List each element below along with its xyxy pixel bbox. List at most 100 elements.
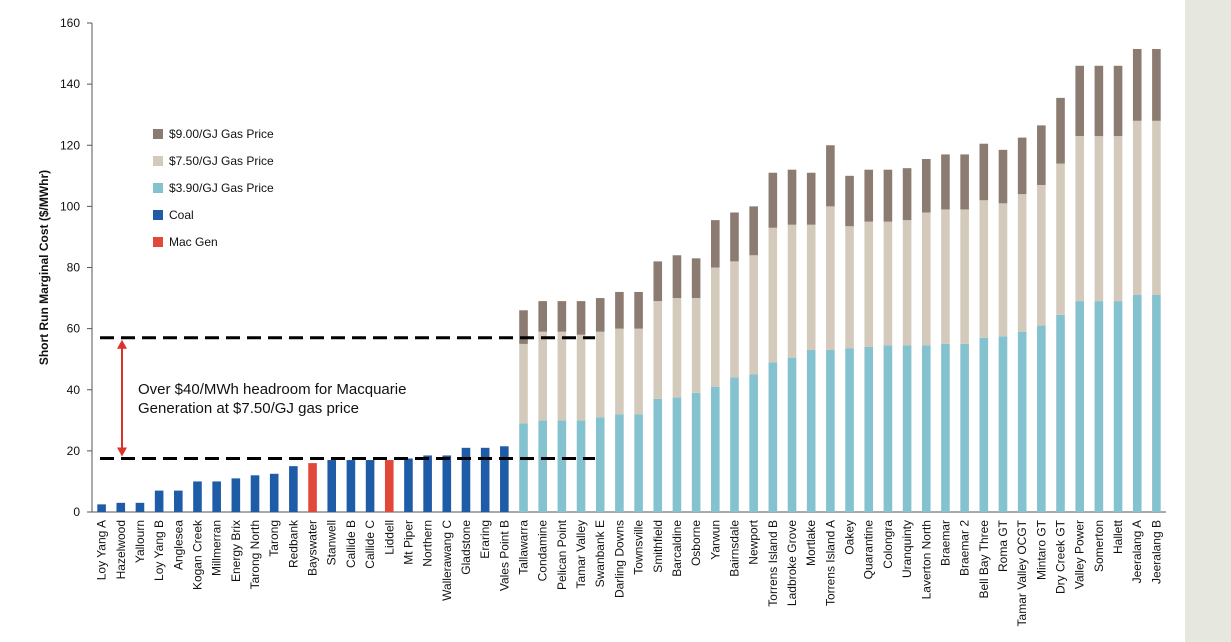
x-tick-label: Colongra xyxy=(881,520,895,569)
bar-coal xyxy=(289,466,298,512)
bar-gas-390 xyxy=(787,357,797,512)
x-tick-label: Tarong North xyxy=(248,520,262,589)
bar-macgen xyxy=(384,460,394,512)
bar-gas-390 xyxy=(538,420,547,512)
y-tick-label: 120 xyxy=(60,138,80,152)
y-tick-label: 0 xyxy=(73,505,80,519)
y-tick-label: 160 xyxy=(60,16,80,30)
bar-gas-390 xyxy=(864,346,874,512)
x-tick-label: Liddell xyxy=(382,520,396,555)
bar-gas-750 xyxy=(691,298,701,393)
bar-gas-900 xyxy=(960,154,969,210)
bar-gas-900 xyxy=(1056,97,1065,164)
legend-swatch xyxy=(153,237,163,247)
x-tick-label: Somerton xyxy=(1092,520,1106,572)
headroom-arrow-head-up xyxy=(117,339,127,349)
legend-label: Mac Gen xyxy=(169,235,218,249)
x-tick-label: Torrens Island B xyxy=(766,520,780,607)
bar-coal xyxy=(423,455,432,512)
y-tick-label: 20 xyxy=(67,444,81,458)
x-tick-label: Jeeralang A xyxy=(1130,520,1144,583)
x-tick-label: Newport xyxy=(747,519,761,564)
bar-gas-900 xyxy=(806,172,816,225)
bar-gas-390 xyxy=(826,350,835,512)
x-tick-label: Oakey xyxy=(843,520,857,555)
legend-label: $9.00/GJ Gas Price xyxy=(169,127,274,141)
bar-gas-900 xyxy=(902,168,912,221)
x-tick-label: Vales Point B xyxy=(497,520,511,591)
bar-coal xyxy=(154,490,164,512)
x-tick-label: Barcaldine xyxy=(670,520,684,577)
x-tick-label: Northern xyxy=(421,520,435,567)
annotation-line-1: Over $40/MWh headroom for Macquarie xyxy=(138,381,406,398)
x-tick-label: Braemar 2 xyxy=(958,520,972,576)
x-tick-label: Tarong xyxy=(267,520,281,557)
bar-gas-390 xyxy=(1094,301,1104,512)
bar-gas-390 xyxy=(557,420,567,512)
x-tick-label: Yallourn xyxy=(133,520,147,563)
x-tick-label: Osborne xyxy=(689,520,703,566)
legend-label: $3.90/GJ Gas Price xyxy=(169,181,274,195)
legend-label: Coal xyxy=(169,208,194,222)
bar-gas-900 xyxy=(921,159,931,213)
bar-gas-900 xyxy=(1113,65,1123,137)
x-tick-label: Callide C xyxy=(363,520,377,569)
bar-gas-900 xyxy=(519,310,528,344)
x-tick-label: Torrens Island A xyxy=(823,520,837,606)
bar-gas-900 xyxy=(826,145,835,207)
bar-gas-750 xyxy=(538,331,547,421)
bar-gas-900 xyxy=(576,301,586,335)
bar-gas-750 xyxy=(672,298,682,398)
bar-gas-750 xyxy=(845,226,854,349)
bar-gas-390 xyxy=(634,414,643,512)
bar-gas-750 xyxy=(883,221,893,346)
bar-gas-750 xyxy=(787,224,797,358)
bar-gas-900 xyxy=(730,212,739,262)
bar-gas-390 xyxy=(691,392,701,512)
x-tick-label: Townsville xyxy=(632,520,646,575)
bar-gas-750 xyxy=(864,221,874,347)
x-tick-label: Loy Yang B xyxy=(152,520,166,581)
x-tick-label: Hallett xyxy=(1111,519,1125,554)
bar-gas-900 xyxy=(979,143,989,201)
bar-gas-390 xyxy=(806,350,816,512)
bar-coal xyxy=(193,481,202,512)
annotation-line-2: Generation at $7.50/GJ gas price xyxy=(138,400,359,417)
bar-gas-900 xyxy=(615,291,624,329)
bar-gas-390 xyxy=(1056,314,1065,512)
bar-gas-900 xyxy=(883,169,893,222)
bar-gas-390 xyxy=(902,345,912,512)
x-tick-label: Braemar xyxy=(938,520,952,566)
x-tick-label: Swanbank E xyxy=(593,520,607,587)
bar-coal xyxy=(346,460,356,512)
x-tick-label: Anglesea xyxy=(171,520,185,570)
bar-gas-390 xyxy=(1152,295,1161,512)
bar-gas-750 xyxy=(576,334,586,421)
bar-coal xyxy=(250,475,260,512)
bar-gas-900 xyxy=(749,206,758,256)
x-tick-label: Gladstone xyxy=(459,520,473,575)
bar-gas-390 xyxy=(615,414,624,512)
x-tick-label: Mortlake xyxy=(804,520,818,566)
bar-gas-390 xyxy=(941,343,950,512)
bar-gas-900 xyxy=(595,298,605,332)
bar-gas-390 xyxy=(576,420,586,512)
x-tick-label: Callide B xyxy=(344,520,358,568)
x-tick-label: Quarantine xyxy=(862,520,876,580)
x-tick-label: Darling Downs xyxy=(612,520,626,598)
bar-gas-900 xyxy=(1037,125,1046,185)
legend-swatch xyxy=(153,156,163,166)
bar-gas-900 xyxy=(864,169,874,222)
bar-gas-750 xyxy=(615,328,624,415)
bar-gas-750 xyxy=(1017,194,1027,332)
bar-gas-750 xyxy=(960,209,969,344)
bar-gas-900 xyxy=(768,172,778,228)
bar-gas-750 xyxy=(595,331,605,418)
bar-gas-750 xyxy=(730,261,739,378)
bar-gas-900 xyxy=(1094,65,1104,137)
bar-gas-750 xyxy=(1152,120,1161,296)
x-tick-label: Tallawarra xyxy=(517,520,531,575)
bar-gas-900 xyxy=(1132,48,1142,121)
bar-gas-750 xyxy=(998,203,1008,337)
